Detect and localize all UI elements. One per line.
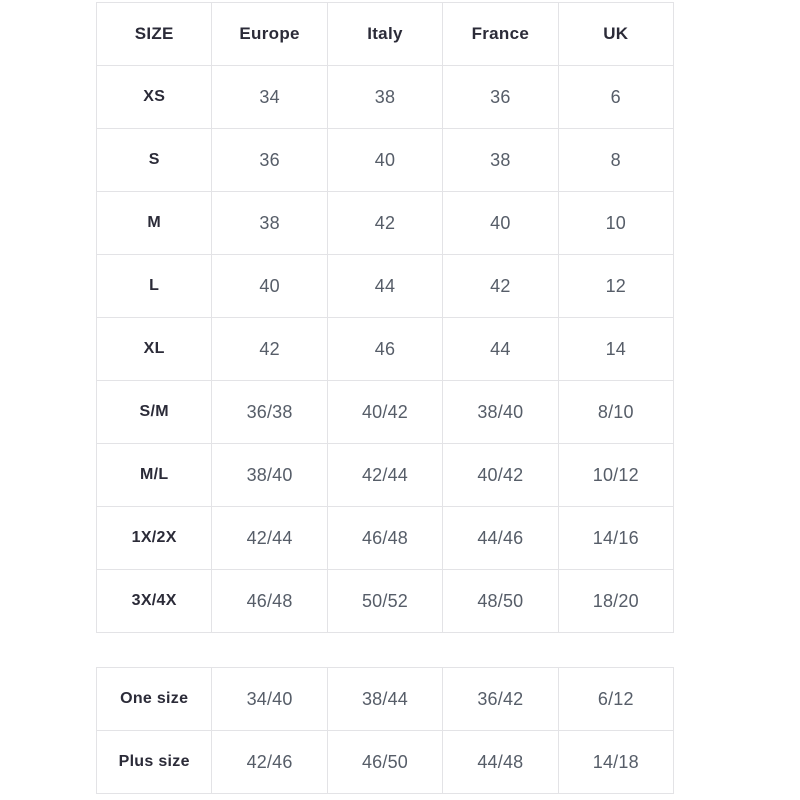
size-label-cell: M: [95, 191, 213, 255]
value-cell-europe: 42/46: [211, 730, 328, 794]
size-label-cell: 3X/4X: [95, 569, 213, 633]
value-cell-italy: 44: [326, 254, 444, 318]
table-row-xs: XS 34 38 36 6: [95, 65, 675, 129]
size-label-cell: L: [95, 254, 213, 318]
table-row-l: L 40 44 42 12: [95, 254, 675, 318]
value-cell-france: 44: [442, 317, 559, 381]
value-cell-uk: 10/12: [557, 443, 675, 507]
value-cell-italy: 42/44: [326, 443, 444, 507]
value-cell-uk: 14/16: [557, 506, 675, 570]
value-cell-uk: 8: [557, 128, 675, 192]
table-row-ml: M/L 38/40 42/44 40/42 10/12: [95, 443, 675, 507]
size-chart-table-main: SIZE Europe Italy France UK XS 34 38 36 …: [95, 2, 675, 633]
column-header-size: SIZE: [95, 2, 213, 66]
size-label-cell: S: [95, 128, 213, 192]
table-row-1x2x: 1X/2X 42/44 46/48 44/46 14/16: [95, 506, 675, 570]
value-cell-europe: 46/48: [211, 569, 328, 633]
size-label-cell: 1X/2X: [95, 506, 213, 570]
value-cell-uk: 18/20: [557, 569, 675, 633]
value-cell-france: 36/42: [442, 667, 559, 731]
value-cell-europe: 34: [211, 65, 328, 129]
value-cell-italy: 38: [326, 65, 444, 129]
value-cell-uk: 14/18: [557, 730, 675, 794]
value-cell-europe: 36/38: [211, 380, 328, 444]
value-cell-france: 38/40: [442, 380, 559, 444]
value-cell-france: 36: [442, 65, 559, 129]
value-cell-europe: 34/40: [211, 667, 328, 731]
value-cell-france: 44/48: [442, 730, 559, 794]
value-cell-france: 42: [442, 254, 559, 318]
value-cell-italy: 40/42: [326, 380, 444, 444]
table-row-s: S 36 40 38 8: [95, 128, 675, 192]
size-label-cell: S/M: [95, 380, 213, 444]
value-cell-uk: 6: [557, 65, 675, 129]
value-cell-italy: 46/50: [326, 730, 444, 794]
value-cell-italy: 46: [326, 317, 444, 381]
size-conversion-tables: SIZE Europe Italy France UK XS 34 38 36 …: [95, 2, 675, 794]
value-cell-europe: 40: [211, 254, 328, 318]
table-row-3x4x: 3X/4X 46/48 50/52 48/50 18/20: [95, 569, 675, 633]
value-cell-italy: 40: [326, 128, 444, 192]
size-chart-table-secondary: One size 34/40 38/44 36/42 6/12 Plus siz…: [95, 667, 675, 794]
value-cell-uk: 6/12: [557, 667, 675, 731]
value-cell-uk: 12: [557, 254, 675, 318]
value-cell-europe: 38: [211, 191, 328, 255]
value-cell-italy: 50/52: [326, 569, 444, 633]
column-header-europe: Europe: [211, 2, 328, 66]
value-cell-france: 48/50: [442, 569, 559, 633]
value-cell-france: 38: [442, 128, 559, 192]
column-header-italy: Italy: [326, 2, 444, 66]
header-row: SIZE Europe Italy France UK: [95, 2, 675, 66]
size-label-cell: XL: [95, 317, 213, 381]
value-cell-uk: 10: [557, 191, 675, 255]
value-cell-france: 40/42: [442, 443, 559, 507]
size-label-cell: M/L: [95, 443, 213, 507]
table-row-plus-size: Plus size 42/46 46/50 44/48 14/18: [95, 730, 675, 794]
value-cell-europe: 42/44: [211, 506, 328, 570]
value-cell-uk: 8/10: [557, 380, 675, 444]
table-row-one-size: One size 34/40 38/44 36/42 6/12: [95, 667, 675, 731]
table-row-xl: XL 42 46 44 14: [95, 317, 675, 381]
value-cell-france: 44/46: [442, 506, 559, 570]
value-cell-europe: 38/40: [211, 443, 328, 507]
value-cell-france: 40: [442, 191, 559, 255]
value-cell-europe: 36: [211, 128, 328, 192]
table-row-sm: S/M 36/38 40/42 38/40 8/10: [95, 380, 675, 444]
value-cell-italy: 42: [326, 191, 444, 255]
column-header-france: France: [442, 2, 559, 66]
column-header-uk: UK: [557, 2, 675, 66]
table-row-m: M 38 42 40 10: [95, 191, 675, 255]
value-cell-italy: 46/48: [326, 506, 444, 570]
value-cell-europe: 42: [211, 317, 328, 381]
value-cell-italy: 38/44: [326, 667, 444, 731]
size-label-cell: XS: [95, 65, 213, 129]
value-cell-uk: 14: [557, 317, 675, 381]
size-label-cell: One size: [95, 667, 213, 731]
size-label-cell: Plus size: [95, 730, 213, 794]
